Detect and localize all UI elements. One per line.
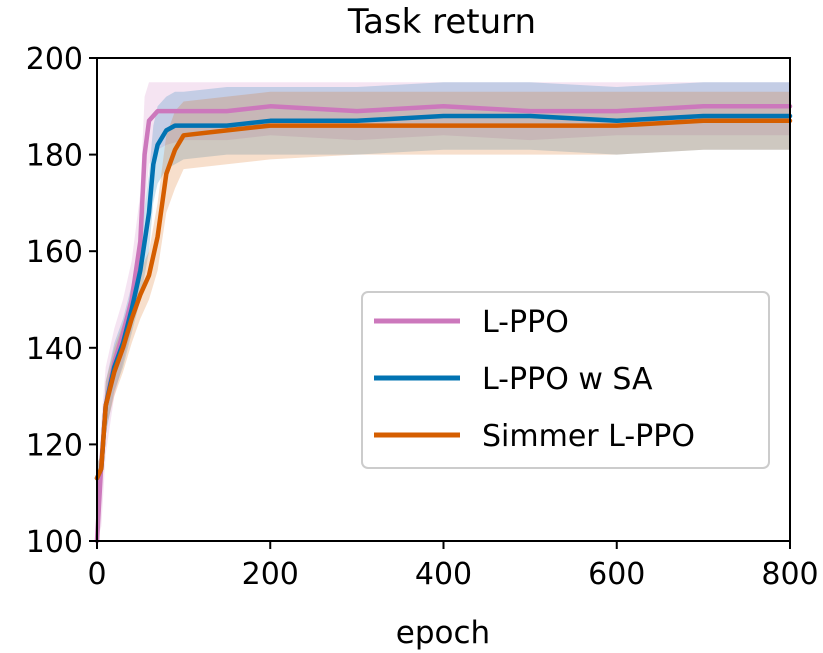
- legend-label: L-PPO: [482, 305, 569, 340]
- legend-label: L-PPO w SA: [482, 362, 653, 397]
- band-series-3: [97, 91, 790, 493]
- x-axis-label: epoch: [396, 615, 490, 651]
- y-axis: 100 120 140 160 180 200: [26, 42, 97, 560]
- y-tick-label: 100: [26, 525, 83, 560]
- line-series-3: [94, 118, 793, 481]
- y-tick-label: 140: [26, 332, 83, 367]
- x-tick-label: 0: [87, 557, 106, 592]
- x-axis: 0 200 400 600 800: [87, 541, 819, 592]
- series-lines: [94, 104, 793, 544]
- y-tick-label: 160: [26, 235, 83, 270]
- x-tick-label: 600: [588, 557, 645, 592]
- y-tick-label: 120: [26, 428, 83, 463]
- y-tick-label: 200: [26, 42, 83, 77]
- legend-label: Simmer L-PPO: [482, 419, 695, 454]
- x-tick-label: 200: [242, 557, 299, 592]
- legend-box: [361, 291, 770, 469]
- x-tick-label: 800: [761, 557, 818, 592]
- legend: L-PPO L-PPO w SA Simmer L-PPO: [361, 291, 770, 469]
- x-tick-label: 400: [415, 557, 472, 592]
- band-series-2: [97, 82, 790, 493]
- y-tick-label: 180: [26, 139, 83, 174]
- chart-title: Task return: [347, 2, 536, 42]
